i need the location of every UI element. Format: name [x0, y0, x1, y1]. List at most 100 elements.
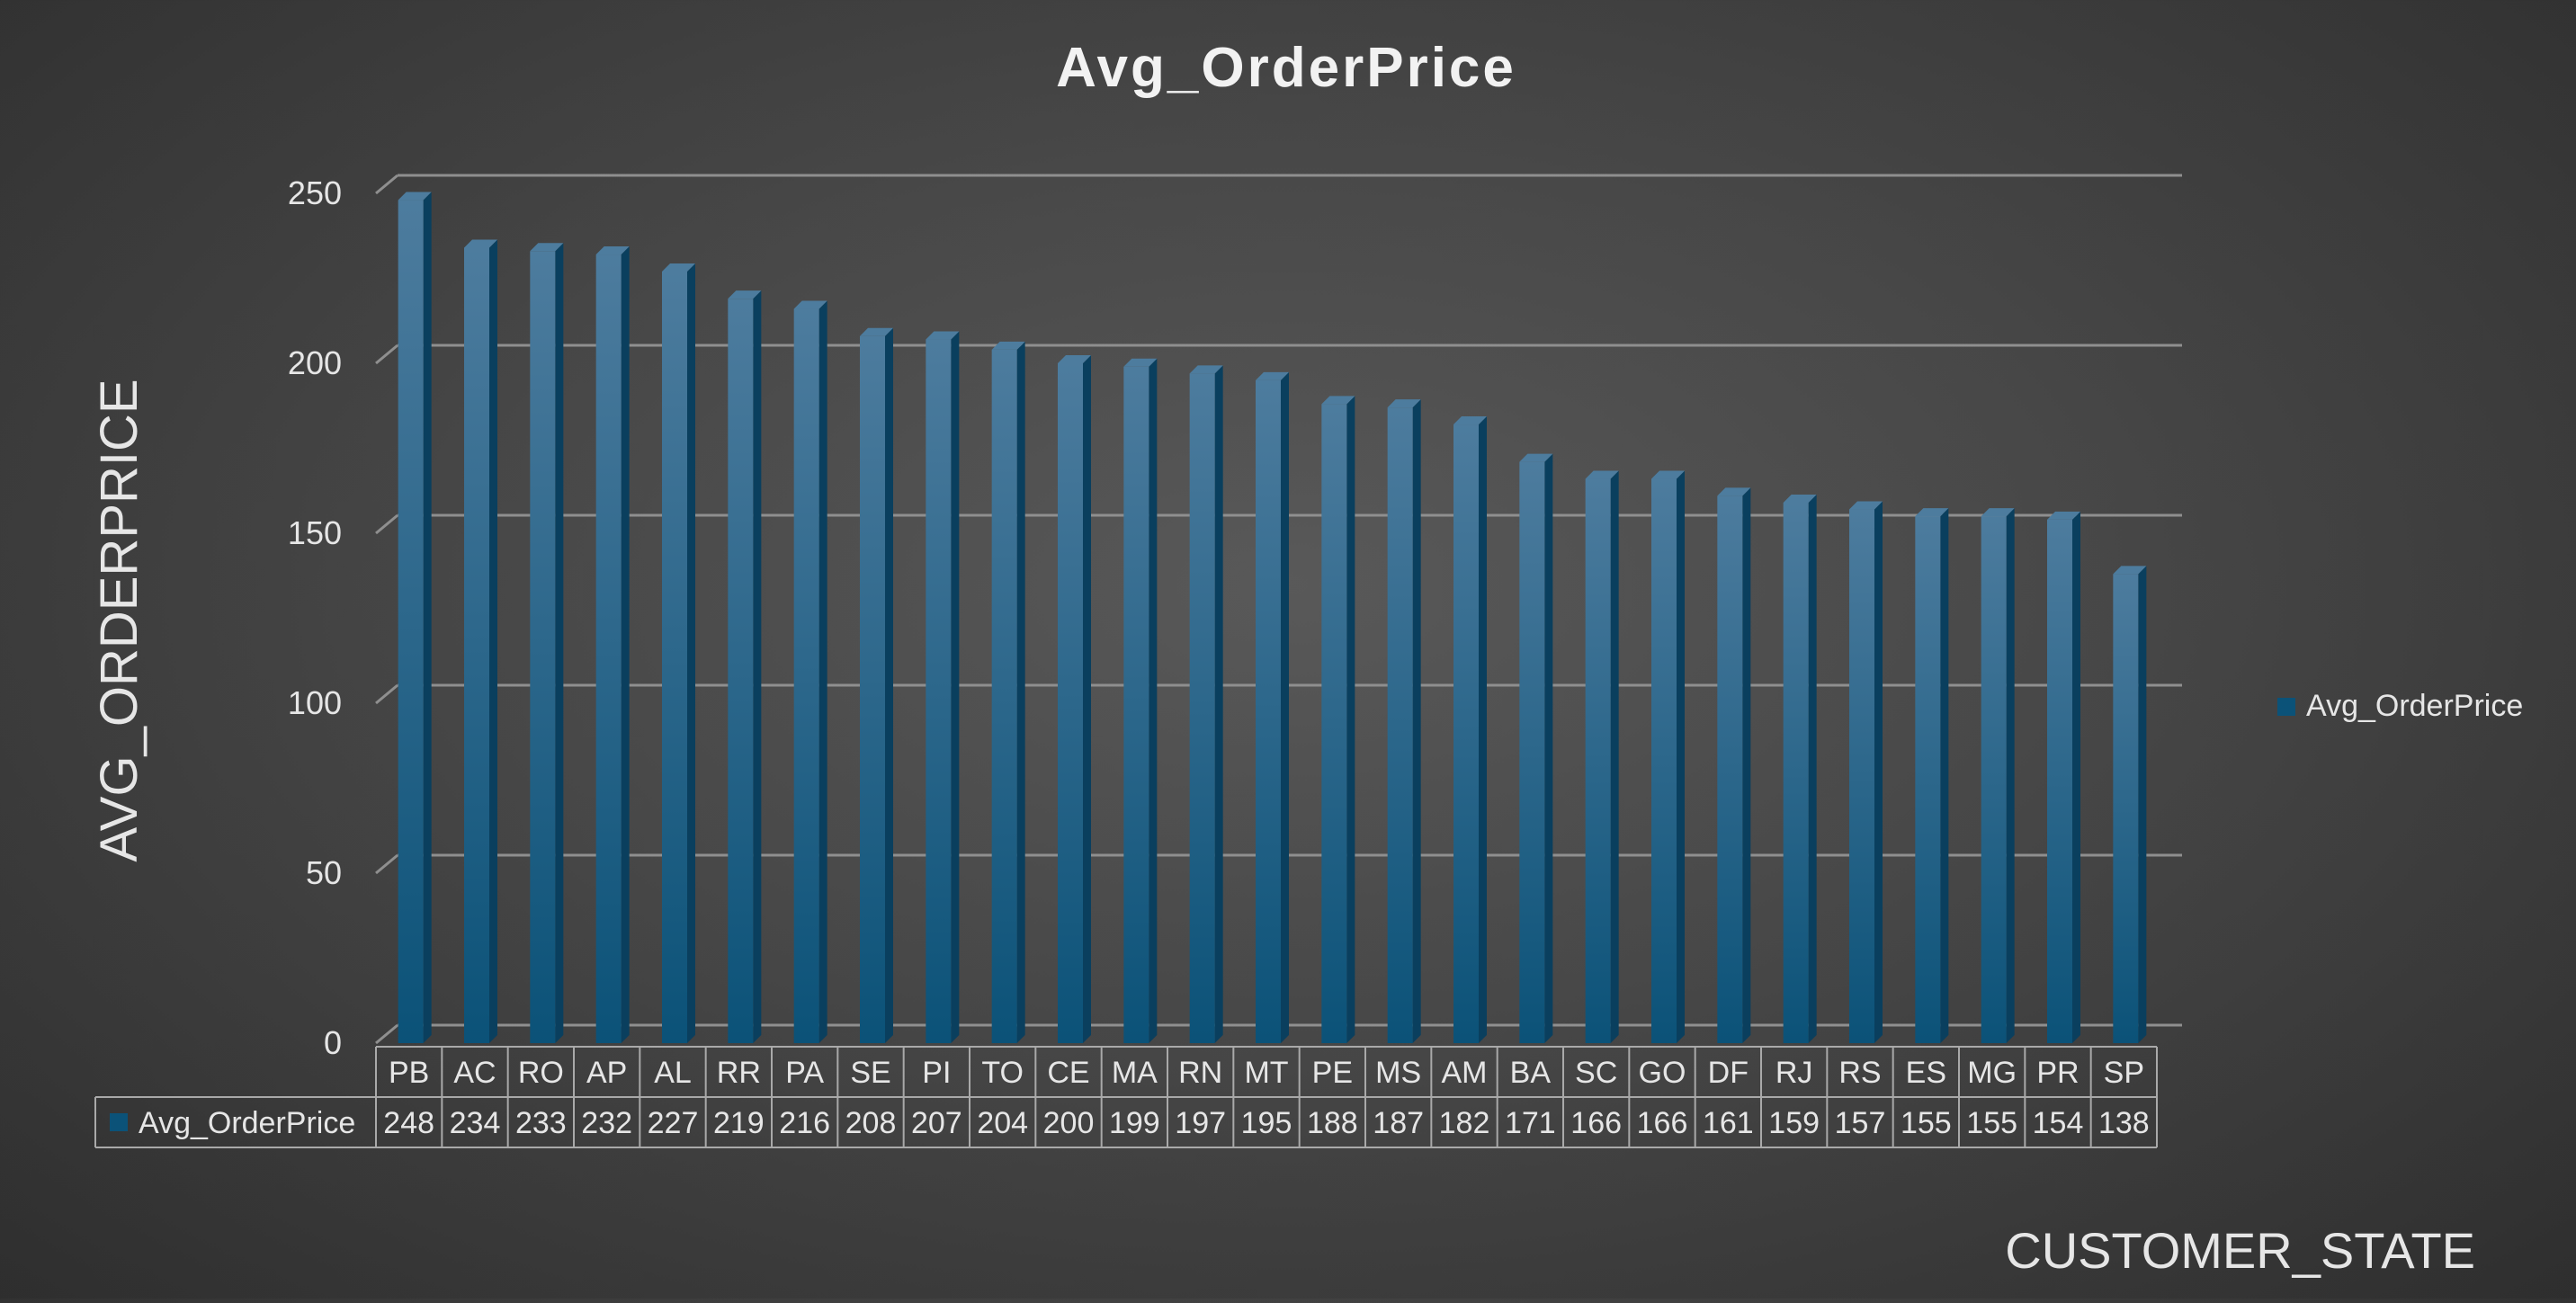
x-tick-label: RR [717, 1056, 761, 1090]
bar-front [1915, 516, 1941, 1043]
bar-side [687, 263, 695, 1043]
y-axis-label: AVG_ORDERPRICE [90, 379, 148, 861]
data-table-value: 234 [450, 1106, 501, 1140]
bar-side [1808, 494, 1817, 1043]
y-tick-label: 100 [288, 684, 342, 721]
gridline-depth [375, 344, 398, 365]
x-tick-label: MA [1112, 1056, 1158, 1090]
bar [860, 327, 893, 1043]
bar-top [1981, 508, 2015, 517]
bar-front [398, 200, 424, 1043]
bar-top [398, 192, 432, 201]
data-table-value: 166 [1570, 1106, 1622, 1140]
bar-front [1585, 478, 1611, 1043]
data-table-value: 197 [1175, 1106, 1226, 1140]
bar-top [991, 341, 1025, 350]
x-tick-label: AL [654, 1056, 692, 1090]
data-table: PB AC RO AP AL RR PA SE PI TO CE MA RN MT PE MS AM BA SC GO… [94, 1046, 2158, 1148]
bar [1453, 416, 1487, 1043]
x-tick-label: RN [1178, 1056, 1222, 1090]
bar-side [1677, 470, 1685, 1043]
data-table-value: 182 [1439, 1106, 1490, 1140]
y-tick-label: 50 [306, 854, 342, 891]
bar-top [1453, 416, 1487, 425]
bar [1058, 355, 1091, 1043]
data-table-value: 171 [1505, 1106, 1556, 1140]
x-tick-label: AC [453, 1056, 496, 1090]
data-table-value: 157 [1835, 1106, 1886, 1140]
bar [1387, 399, 1421, 1043]
bar-top [1519, 453, 1553, 462]
bar-front [1783, 502, 1809, 1043]
bar [530, 243, 564, 1043]
bar-side [423, 192, 432, 1043]
x-tick-label: MT [1244, 1056, 1288, 1090]
bar-side [1479, 416, 1487, 1043]
bar-side [1742, 487, 1751, 1043]
bar [1256, 371, 1289, 1043]
bar-front [860, 335, 885, 1043]
bar [728, 290, 762, 1043]
bar-front [1058, 363, 1083, 1043]
x-tick-label: PB [389, 1056, 429, 1090]
x-tick-label: SP [2104, 1056, 2144, 1090]
data-table-value: 166 [1637, 1106, 1688, 1140]
bar-front [1717, 495, 1743, 1043]
bar-side [1346, 396, 1355, 1043]
bar-top [1189, 365, 1223, 374]
bar-top [464, 239, 497, 248]
bar [1321, 396, 1355, 1043]
x-tick-label: BA [1510, 1056, 1552, 1090]
bar-side [2006, 508, 2015, 1043]
data-table-value: 195 [1241, 1106, 1292, 1140]
x-tick-label: PI [922, 1056, 951, 1090]
bar-front [1123, 366, 1149, 1043]
data-table-value: 208 [845, 1106, 897, 1140]
y-axis-ticks: 0 50 100 150 200 250 [288, 174, 342, 1061]
data-table-value: 219 [713, 1106, 765, 1140]
bar-side [885, 327, 893, 1043]
bar-front [1321, 404, 1347, 1043]
chart-title: Avg_OrderPrice [1056, 37, 1516, 99]
data-table-value: 154 [2033, 1106, 2084, 1140]
bar-front [1256, 379, 1281, 1043]
bar [1717, 487, 1751, 1043]
gridline-depth [375, 513, 398, 535]
data-table-value: 248 [383, 1106, 434, 1140]
data-table-value: 155 [1901, 1106, 1952, 1140]
x-tick-label: RS [1838, 1056, 1881, 1090]
data-table-value: 233 [515, 1106, 567, 1140]
y-tick-label: 0 [324, 1024, 342, 1061]
x-tick-label: TO [981, 1056, 1024, 1090]
bar-top [2113, 566, 2147, 575]
x-tick-label: SE [850, 1056, 890, 1090]
gridline-depth [375, 174, 398, 195]
bar-top [1651, 470, 1685, 479]
bar-top [793, 300, 827, 309]
data-table-value: 138 [2098, 1106, 2150, 1140]
gridline-depth [375, 1023, 398, 1045]
bar-side [2138, 566, 2147, 1043]
bar-top [728, 290, 762, 299]
bar-front [926, 339, 952, 1043]
bar-top [1321, 396, 1355, 405]
bar-side [2072, 511, 2080, 1043]
bar-side [621, 246, 630, 1043]
x-tick-label: GO [1639, 1056, 1686, 1090]
bar [1189, 365, 1223, 1044]
data-table-value: 161 [1703, 1106, 1754, 1140]
bar-top [662, 263, 695, 272]
bar [1651, 470, 1685, 1043]
data-table-legend-key [110, 1113, 128, 1131]
bar [1783, 494, 1817, 1043]
bar-side [1544, 453, 1553, 1043]
bar-front [1651, 478, 1677, 1043]
x-tick-label: DF [1708, 1056, 1749, 1090]
bar-front [2047, 519, 2072, 1043]
bar-top [1915, 508, 1949, 517]
data-table-value: 200 [1043, 1106, 1095, 1140]
bar-side [1214, 365, 1223, 1044]
bar-side [489, 239, 497, 1044]
bar-top [1849, 501, 1883, 510]
